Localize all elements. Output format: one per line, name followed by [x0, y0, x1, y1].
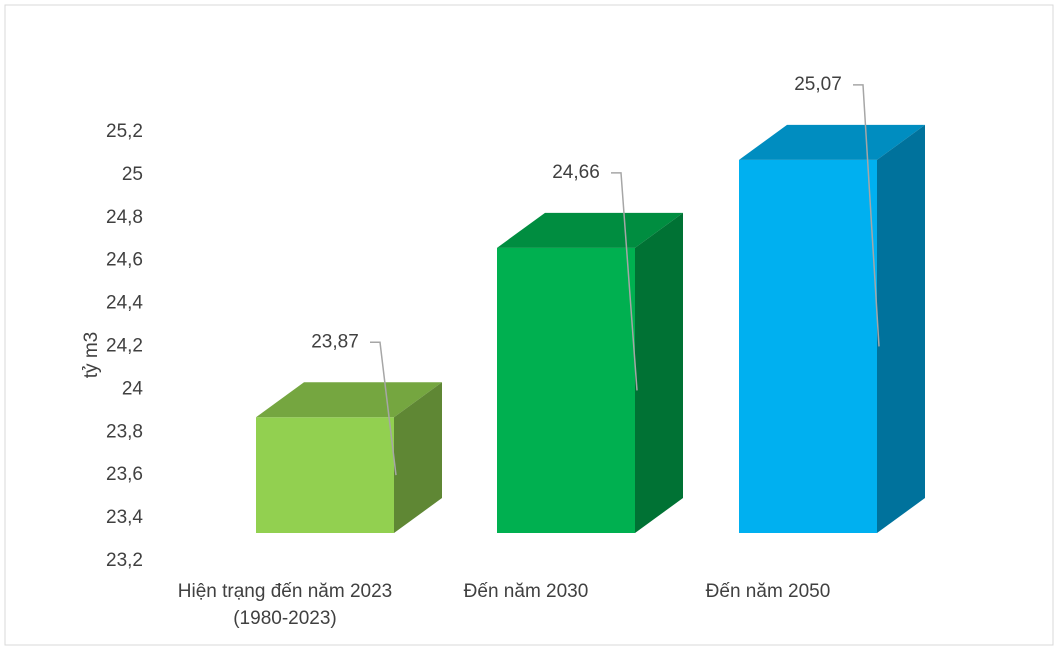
bar	[256, 417, 394, 533]
data-label: 24,66	[552, 162, 600, 183]
leader-line	[611, 172, 638, 391]
data-label: 25,07	[794, 74, 842, 95]
x-tick-label: Đến năm 2050	[705, 581, 831, 602]
y-tick-label: 25	[122, 164, 143, 185]
leader-line	[370, 341, 397, 476]
bar	[739, 159, 877, 533]
bar-side	[635, 212, 683, 533]
y-tick-label: 23,8	[106, 421, 143, 442]
bar-top	[497, 212, 683, 248]
y-tick-label: 24,4	[106, 293, 143, 314]
x-tick-label: Hiện trạng đến năm 2023 (1980-2023)	[177, 581, 393, 629]
data-label: 23,87	[311, 331, 359, 352]
y-tick-label: 23,6	[106, 464, 143, 485]
bar-top	[739, 124, 925, 160]
y-axis-label: tỷ m3	[81, 332, 102, 378]
y-tick-label: 25,2	[106, 121, 143, 142]
y-tick-label: 24,8	[106, 207, 143, 228]
y-tick-label: 23,4	[106, 507, 143, 528]
bar-side	[394, 382, 442, 533]
bar	[497, 247, 635, 533]
y-tick-label: 23,2	[106, 550, 143, 571]
y-tick-label: 24	[122, 378, 144, 399]
bar-top	[256, 382, 442, 418]
x-tick-label: Đến năm 2030	[463, 581, 589, 602]
y-tick-label: 24,2	[106, 336, 143, 357]
bar-side	[877, 124, 925, 533]
y-tick-label: 24,6	[106, 250, 143, 271]
leader-line	[853, 84, 880, 347]
